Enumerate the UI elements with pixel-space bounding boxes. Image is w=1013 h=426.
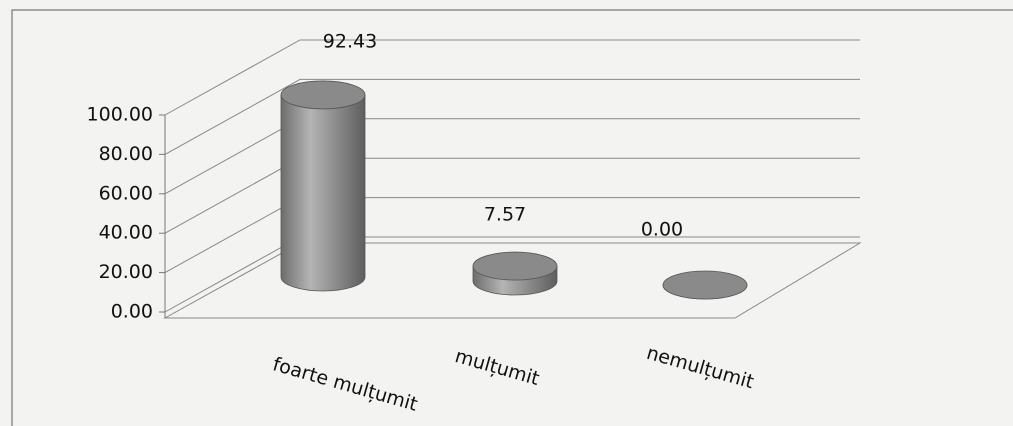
frame bbox=[11, 9, 1013, 426]
value-label: 92.43 bbox=[323, 31, 377, 53]
cylinder-top bbox=[662, 270, 748, 300]
y-tick-label: 20.00 bbox=[99, 261, 153, 283]
value-label: 0.00 bbox=[641, 219, 683, 241]
y-tick-label: 60.00 bbox=[99, 182, 153, 204]
y-tick-label: 100.00 bbox=[87, 104, 153, 126]
grid-line bbox=[164, 39, 860, 116]
y-tick-label: 40.00 bbox=[99, 222, 153, 244]
cylinder-body bbox=[280, 94, 366, 292]
floor bbox=[163, 242, 862, 319]
value-label: 7.57 bbox=[484, 204, 526, 226]
y-tick-label: 80.00 bbox=[99, 143, 153, 165]
grid-line bbox=[164, 78, 860, 155]
cylinder-top bbox=[280, 80, 366, 110]
y-tick-label: 0.00 bbox=[111, 301, 153, 323]
cylinder-top bbox=[472, 251, 558, 281]
